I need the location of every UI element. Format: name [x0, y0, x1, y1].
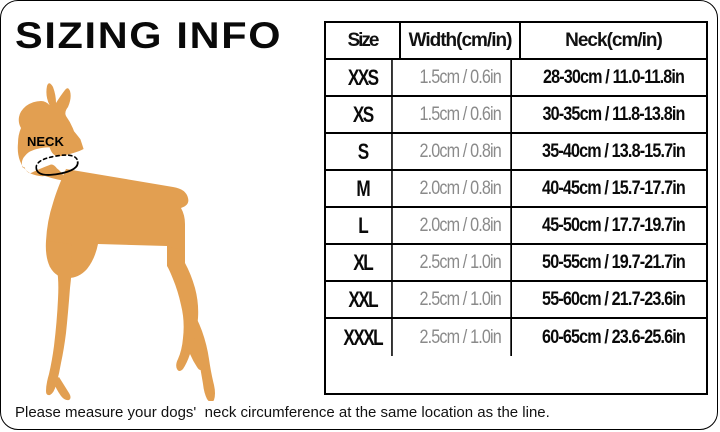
svg-text:NECK: NECK [27, 134, 64, 149]
